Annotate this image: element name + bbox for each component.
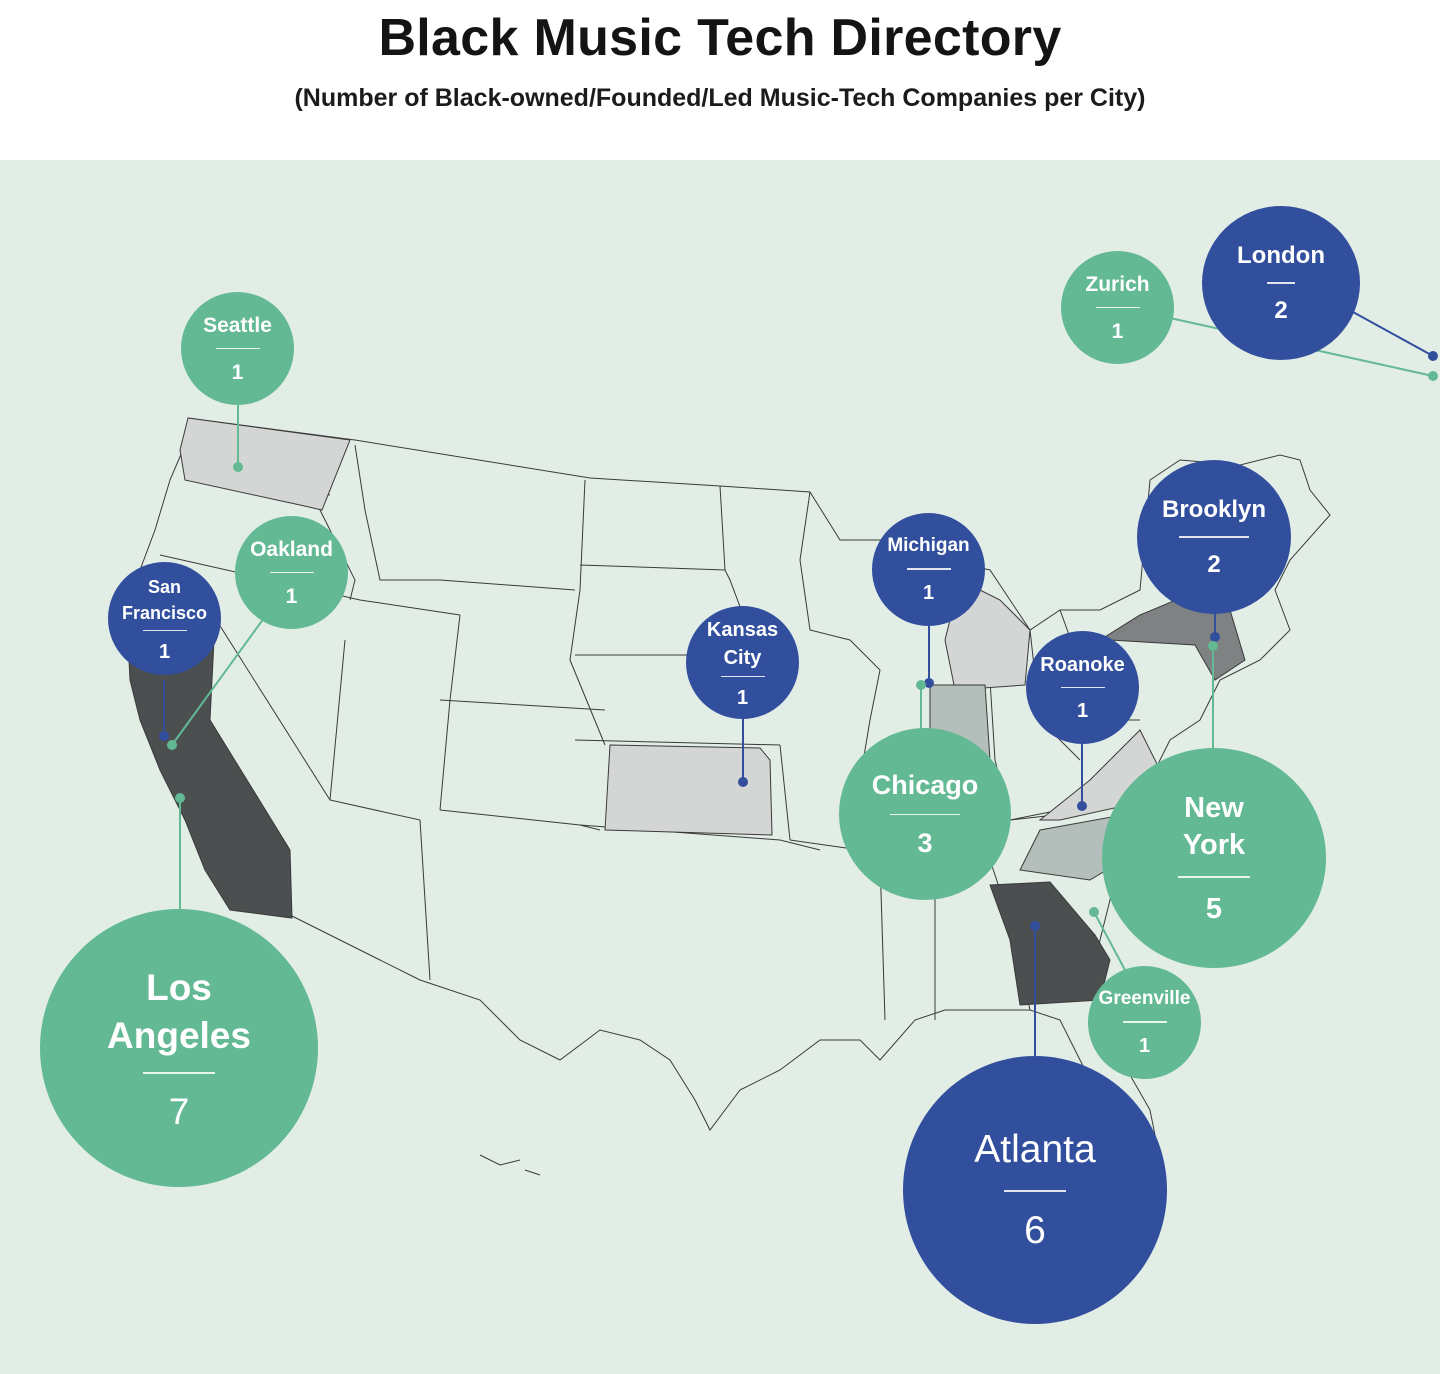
state-washington [179,417,351,511]
zurich-point [1428,371,1438,381]
city-count: 6 [1024,1208,1046,1252]
city-name: Los Angeles [107,966,251,1056]
bubble-new-york: New York 5 [1102,748,1326,968]
city-count: 1 [736,687,749,710]
city-count: 7 [168,1090,190,1132]
bubble-atlanta: Atlanta 6 [903,1056,1167,1324]
city-name: Greenville [1098,988,1191,1010]
border-ut-co [439,614,461,811]
border-nv-az [329,639,431,981]
border-plains-1 [569,479,606,746]
chicago-point [916,680,926,690]
kansas-city-point [738,777,748,787]
bubble-kansas-city: Kansas City 1 [686,606,799,719]
seattle-point [233,462,243,472]
divider [1004,1190,1066,1192]
bubble-los-angeles: Los Angeles 7 [40,909,318,1187]
london-point [1428,351,1438,361]
border-ca-nv [209,609,331,801]
divider [1179,536,1249,538]
divider [215,347,260,350]
city-count: 1 [231,361,244,385]
new-york-point [1208,641,1218,651]
state-kansas [604,744,773,836]
city-count: 1 [1138,1034,1151,1057]
bubble-greenville: Greenville 1 [1088,966,1201,1079]
divider [1060,686,1105,689]
border-nd-sd [579,564,726,571]
city-name: Seattle [203,313,272,337]
los-angeles-point [175,793,185,803]
oakland-leader [171,617,265,746]
city-name: Brooklyn [1161,495,1266,523]
oakland-point [167,740,177,750]
bubble-roanoke: Roanoke 1 [1026,631,1139,744]
bubble-seattle: Seattle 1 [181,292,294,405]
bubble-zurich: Zurich 1 [1061,251,1174,364]
greenville-leader [1093,911,1126,971]
bubble-brooklyn: Brooklyn 2 [1137,460,1291,614]
atlanta-point [1030,921,1040,931]
map-area: Seattle 1 Oakland 1 San Francisco 1 Los … [0,160,1440,1374]
divider [1178,876,1250,878]
city-count: 1 [1076,700,1089,723]
city-name: Michigan [887,535,970,557]
city-points [159,351,1438,931]
london-leader [1352,311,1434,357]
divider [143,1072,215,1074]
leader-lines [163,311,1434,1058]
divider [906,568,951,570]
page-subtitle: (Number of Black-owned/Founded/Led Music… [294,84,1146,112]
san-francisco-point [159,731,169,741]
city-count: 1 [285,585,298,609]
bubble-london: London 2 [1202,206,1360,360]
city-name: San Francisco [121,576,208,623]
city-name: Zurich [1085,272,1150,296]
state-california [127,614,293,919]
michigan-point [924,678,934,688]
divider [269,571,314,574]
state-georgia [989,881,1111,1006]
hawaii-islands [479,1154,541,1176]
divider [890,813,960,816]
divider [720,675,765,678]
city-count: 5 [1205,892,1223,925]
city-name: Atlanta [974,1128,1096,1172]
bubble-oakland: Oakland 1 [235,516,348,629]
divider [1095,306,1140,309]
divider [1122,1021,1167,1023]
bubble-chicago: Chicago 3 [839,728,1011,900]
city-count: 3 [917,828,933,859]
brooklyn-point [1210,632,1220,642]
city-count: 2 [1207,550,1221,578]
city-name: Roanoke [1040,653,1125,676]
city-name: London [1237,241,1325,269]
header: Black Music Tech Directory (Number of Bl… [0,0,1440,160]
city-name: New York [1182,792,1246,862]
greenville-point [1089,907,1099,917]
city-name: Oakland [250,537,333,561]
page-title: Black Music Tech Directory [378,9,1062,67]
border-az-nm [439,809,601,831]
city-name: Chicago [871,770,979,801]
divider [1267,282,1295,284]
bubble-michigan: Michigan 1 [872,513,985,626]
city-count: 1 [922,581,935,604]
city-count: 1 [1111,320,1124,344]
city-count: 1 [158,641,171,664]
border-co-ne [439,699,606,711]
border-mt-wy [354,444,576,591]
border-mo-ar [779,744,791,841]
roanoke-point [1077,801,1087,811]
border-or-nv [159,554,461,616]
divider [142,629,187,632]
border-ks-ok [574,739,781,746]
city-count: 2 [1274,296,1288,324]
bubble-san-francisco: San Francisco 1 [108,562,221,675]
city-name: Kansas City [706,618,779,669]
